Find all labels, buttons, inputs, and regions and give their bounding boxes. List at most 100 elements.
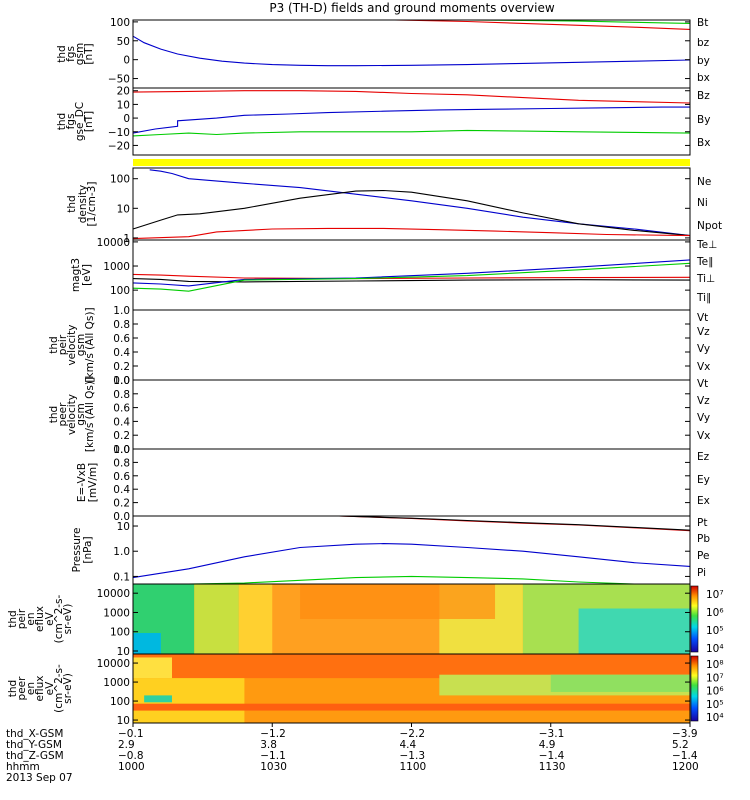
y-tick-label: 0.2	[113, 498, 130, 510]
x-axis-value: 4.9	[539, 739, 556, 751]
y-tick-label: 0	[123, 55, 130, 67]
y-tick-label: 10	[117, 646, 130, 658]
x-axis-value: 4.4	[400, 739, 417, 751]
x-axis-value: 1130	[539, 761, 566, 773]
y-axis-label: [eV]	[81, 264, 93, 286]
x-axis-value: 1030	[260, 761, 287, 773]
y-axis-label: peir	[16, 608, 28, 629]
legend-entry-Te∥: Te∥	[696, 256, 713, 268]
series-line-magt3-0	[132, 273, 691, 280]
y-axis-label: [nT]	[83, 111, 95, 132]
y-tick-label: 50	[117, 36, 130, 48]
panel-pressure: 10 1.0 0.1 Pressure [nPa] Pt Pb Pe Pi	[71, 515, 710, 585]
quality-flag-bar	[133, 159, 690, 166]
y-tick-label: 1.0	[113, 444, 130, 456]
y-tick-label: −50	[108, 74, 130, 86]
x-axis-value: −1.3	[400, 750, 426, 762]
legend-entry-Bt: Bt	[697, 17, 708, 29]
y-axis-label: [1/cm-3]	[86, 182, 98, 227]
series-line-density-0	[149, 169, 691, 237]
y-tick-label: 100	[110, 285, 130, 297]
panel-quality_bar	[133, 159, 690, 166]
y-axis-label: thd	[48, 336, 60, 353]
y-axis-label: thd	[66, 195, 78, 212]
legend-entry-Bz: Bz	[697, 90, 710, 102]
x-axis-value: −1.4	[539, 750, 565, 762]
y-axis-label: en	[25, 612, 37, 625]
y-tick-label: 0.0	[113, 375, 130, 387]
series-line-fgs_gse-0	[132, 90, 691, 104]
x-axis-value: 3.8	[260, 739, 277, 751]
y-tick-label: 1.0	[113, 305, 130, 317]
legend-entry-Ti⊥: Ti⊥	[696, 273, 715, 285]
y-tick-label: 0.8	[113, 389, 130, 401]
y-axis-label: Pressure	[71, 528, 83, 573]
colorbar-peer_eflux	[690, 655, 699, 722]
y-tick-label: 0.8	[113, 319, 130, 331]
legend-entry-Pt: Pt	[697, 517, 707, 529]
spectrogram-peer_eflux	[133, 654, 690, 723]
x-axis-row-label: thd_Y-GSM	[6, 739, 62, 751]
y-axis-label: fgs	[65, 114, 77, 130]
y-axis-label: [km/s (All Qs)]	[84, 307, 96, 382]
y-tick-label: 100	[110, 17, 130, 29]
panel-magt3: 10000 1000 100 magt3 [eV] Te⊥ Te∥ Ti⊥ Ti∥	[70, 237, 717, 311]
legend-entry-bz: bz	[697, 37, 710, 49]
y-axis-label: gsm	[75, 403, 87, 425]
y-axis-label: peir	[57, 334, 69, 355]
series-line-fgs_gsm-0	[132, 35, 691, 67]
series-line-magt3-3	[132, 262, 691, 292]
y-tick-label: 0.2	[113, 430, 130, 442]
legend-entry-Vz: Vz	[697, 395, 710, 407]
legend-entry-Vx: Vx	[697, 430, 710, 442]
y-tick-label: −10	[108, 127, 130, 139]
y-axis-label: velocity	[66, 394, 78, 435]
y-axis-label: thd	[56, 113, 68, 130]
y-tick-label: 0.6	[113, 333, 130, 345]
y-tick-label: 1	[123, 233, 130, 245]
colorbar-tick: 10⁵	[706, 699, 724, 711]
x-axis-value: −3.1	[539, 728, 565, 740]
y-axis-label: density	[77, 185, 89, 224]
x-axis-value: 5.2	[672, 739, 689, 751]
y-axis-label: gsm	[75, 334, 87, 356]
y-tick-label: 0.6	[113, 471, 130, 483]
legend-entry-Vy: Vy	[697, 412, 710, 424]
series-line-pressure-2	[339, 515, 691, 532]
y-axis-label: peer	[16, 676, 28, 701]
x-axis-value: −2.2	[400, 728, 426, 740]
panel-peir_velocity: 1.0 0.8 0.6 0.4 0.2 0.0 thdpeirvelocitygsm[km/…	[48, 305, 710, 387]
legend-entry-Npot: Npot	[697, 220, 722, 232]
y-axis-label: eV	[44, 681, 56, 695]
y-axis-label: [km/s (All Qs)]	[84, 377, 96, 452]
legend-entry-Pb: Pb	[697, 533, 710, 545]
series-line-density-1	[132, 189, 691, 237]
x-axis-value: −1.4	[672, 750, 698, 762]
y-tick-label: 0.4	[113, 347, 130, 359]
x-axis-row-label: hhmm	[6, 761, 40, 773]
y-tick-label: 1000	[103, 677, 130, 689]
y-tick-label: 10000	[97, 237, 130, 249]
x-axis-value: −3.9	[672, 728, 698, 740]
x-axis-value: 2.9	[118, 739, 135, 751]
y-axis-label: gse_DC	[74, 102, 86, 141]
legend-entry-by: by	[697, 55, 710, 67]
panel-frame	[132, 379, 691, 450]
y-tick-label: 1000	[103, 607, 130, 619]
y-tick-label: 20	[117, 86, 130, 98]
y-axis-label: velocity	[66, 324, 78, 365]
panel-frame	[132, 239, 691, 311]
y-tick-label: 0.4	[113, 484, 130, 496]
panel-frame	[132, 309, 691, 381]
legend-entry-Te⊥: Te⊥	[696, 239, 717, 251]
y-axis-label: (cm^2-s-	[53, 664, 65, 713]
y-axis-label: thd	[7, 680, 19, 697]
y-tick-label: 0	[123, 113, 130, 125]
panel-frame	[132, 87, 691, 156]
legend-entry-Vt: Vt	[697, 378, 708, 390]
